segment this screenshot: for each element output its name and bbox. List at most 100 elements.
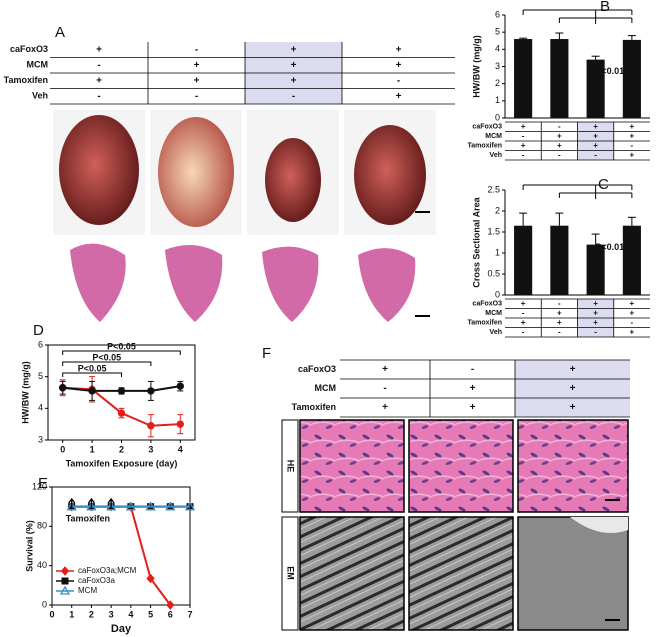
cell: +	[396, 44, 402, 55]
cell: +	[521, 299, 526, 308]
cell: +	[96, 75, 102, 86]
plot-frame	[51, 486, 191, 606]
y-tick-label: 0	[495, 112, 500, 122]
arrow	[68, 497, 76, 509]
annotation: P<0.01	[595, 66, 624, 76]
y-tick-label: 5	[495, 27, 500, 37]
bar	[622, 39, 641, 119]
cell: -	[97, 91, 100, 102]
y-tick-label: 5	[38, 371, 43, 381]
annotation: P<0.05	[78, 363, 107, 373]
legend-label: caFoxO3a	[78, 576, 115, 585]
bar	[550, 39, 569, 118]
cell: -	[558, 150, 561, 159]
annotation: Tamoxifen	[66, 513, 110, 523]
cell: -	[558, 122, 561, 131]
row-label: caFoxO3	[298, 364, 336, 374]
y-tick-label: 6	[38, 339, 43, 349]
cell: -	[594, 150, 597, 159]
panel-a-images	[53, 110, 436, 322]
bar	[586, 244, 605, 295]
legend-label: caFoxO3a;MCM	[78, 566, 137, 575]
x-tick-label: 1	[69, 609, 74, 619]
cell: +	[291, 75, 297, 86]
cell: +	[521, 318, 526, 327]
row-label: MCM	[315, 383, 337, 393]
marker	[117, 387, 126, 395]
y-tick-label: 1.5	[487, 226, 500, 236]
cell: +	[396, 91, 402, 102]
marker	[60, 566, 70, 576]
x-tick-label: 1	[90, 444, 95, 454]
cell: -	[397, 75, 400, 86]
annotation: P<0.05	[92, 352, 121, 362]
marker	[125, 501, 136, 511]
marker	[106, 501, 117, 511]
marker	[147, 387, 155, 395]
bracket	[62, 372, 122, 377]
cell: +	[470, 383, 476, 394]
x-tick-label: 6	[168, 609, 173, 619]
y-tick-label: 1	[495, 95, 500, 105]
marker	[61, 577, 69, 585]
x-axis-label: Tamoxifen Exposure (day)	[66, 458, 178, 468]
row-label: Veh	[32, 91, 48, 101]
cell: +	[96, 44, 102, 55]
cell: +	[396, 60, 402, 71]
cell: +	[630, 327, 635, 336]
y-tick-label: 2	[495, 78, 500, 88]
cell: -	[558, 327, 561, 336]
marker	[59, 585, 71, 595]
cell: +	[194, 60, 200, 71]
cell: -	[292, 91, 295, 102]
cell: -	[522, 131, 525, 140]
arrow	[87, 497, 95, 509]
cell: +	[521, 122, 526, 131]
bar	[586, 59, 605, 118]
marker	[117, 409, 126, 417]
cell: +	[470, 402, 476, 413]
cell: +	[194, 75, 200, 86]
arrow	[107, 497, 115, 509]
cell: +	[557, 131, 562, 140]
panel-label: C	[598, 176, 609, 193]
cell: +	[593, 131, 598, 140]
panel-f-images	[281, 419, 629, 631]
y-tick-label: 0	[42, 599, 47, 609]
y-tick-label: 40	[37, 560, 47, 570]
cell: +	[291, 60, 297, 71]
y-tick-label: 4	[38, 403, 43, 413]
panel-label: A	[55, 24, 65, 41]
cell: +	[570, 383, 576, 394]
cell: +	[521, 141, 526, 150]
marker	[146, 573, 155, 584]
row-label: Tamoxifen	[468, 320, 503, 327]
cell: -	[558, 299, 561, 308]
cell: +	[593, 308, 598, 317]
cell: -	[471, 364, 474, 375]
cell: -	[97, 60, 100, 71]
bar	[550, 225, 569, 295]
cell: +	[570, 402, 576, 413]
row-label: MCM	[485, 133, 502, 140]
y-axis-label: HW/BW (mg/g)	[471, 35, 481, 97]
row-label: EM	[286, 566, 296, 580]
row-label: caFoxO3	[472, 301, 502, 308]
cell: -	[631, 318, 634, 327]
y-tick-label: 0.5	[487, 268, 500, 278]
cell: -	[522, 308, 525, 317]
row-label: MCM	[27, 60, 49, 70]
x-tick-label: 7	[187, 609, 192, 619]
cell: +	[630, 122, 635, 131]
cell: +	[570, 364, 576, 375]
marker	[86, 501, 97, 511]
cell: -	[195, 91, 198, 102]
cell: +	[557, 318, 562, 327]
cell: +	[593, 122, 598, 131]
y-tick-label: 0	[495, 289, 500, 299]
legend-label: MCM	[78, 586, 97, 595]
panel-label: F	[262, 345, 271, 362]
cell: -	[522, 150, 525, 159]
marker	[66, 501, 77, 511]
